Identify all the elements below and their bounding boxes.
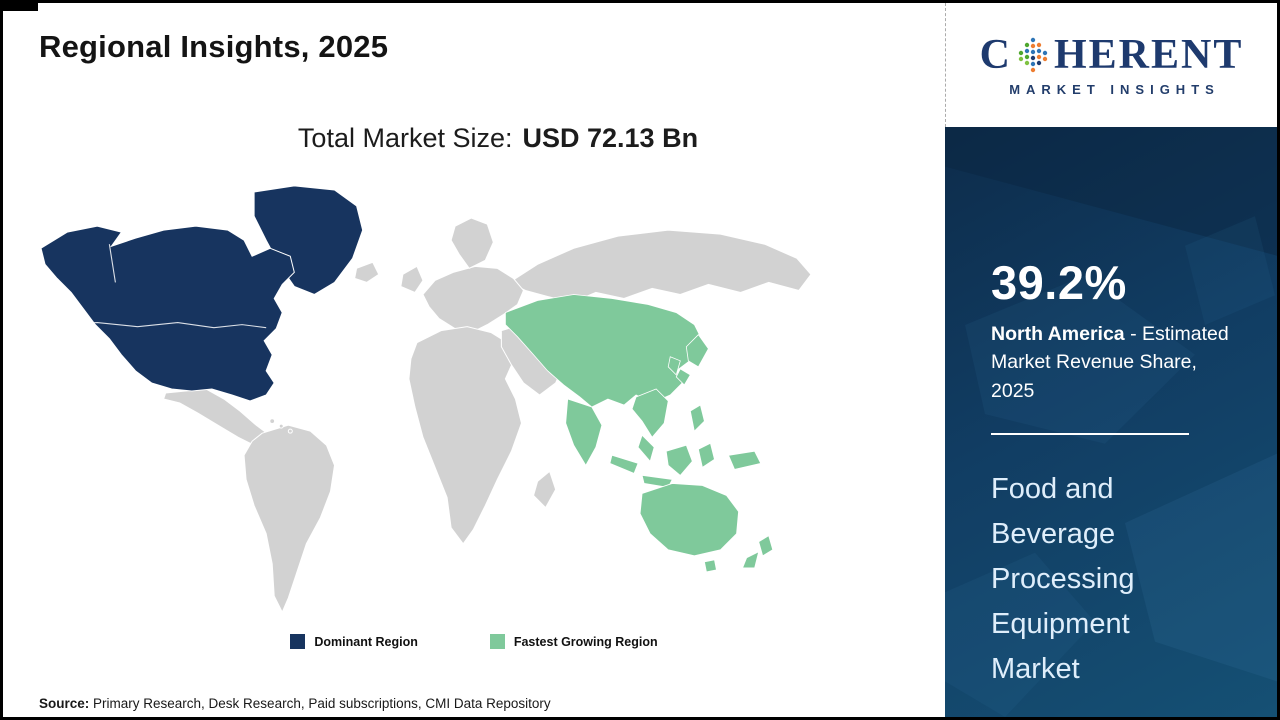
corner-mark bbox=[3, 3, 38, 11]
market-size-value: USD 72.13 Bn bbox=[522, 123, 699, 153]
dominant-region-swatch bbox=[290, 634, 306, 649]
legend-item-fastest: Fastest Growing Region bbox=[489, 634, 658, 649]
brand-wordmark: C HERENT bbox=[980, 34, 1244, 76]
region-rest-of-world bbox=[162, 217, 812, 614]
globe-icon bbox=[1018, 37, 1048, 72]
market-share-description: North America - Estimated Market Revenue… bbox=[991, 320, 1233, 405]
source-label: Source: bbox=[39, 696, 90, 711]
fastest-growing-region-swatch bbox=[489, 634, 505, 649]
sidebar-background-texture bbox=[945, 127, 1277, 717]
sidebar-divider bbox=[991, 432, 1189, 435]
market-share-value: 39.2% bbox=[991, 256, 1127, 309]
brand-logo-area: C HERENT MARKET INSIGHTS bbox=[945, 3, 1277, 127]
world-map-svg bbox=[40, 185, 812, 614]
sidebar-content: 39.2% North America - Estimated Market R… bbox=[945, 127, 1277, 691]
source-note: Source: Primary Research, Desk Research,… bbox=[39, 696, 551, 711]
logo-text-end: HERENT bbox=[1053, 31, 1244, 78]
market-name: Food and Beverage Processing Equipment M… bbox=[991, 472, 1135, 685]
page-title: Regional Insights, 2025 bbox=[39, 29, 389, 64]
region-north-america bbox=[40, 185, 364, 402]
legend-item-dominant: Dominant Region bbox=[290, 634, 418, 649]
main-content: Regional Insights, 2025 Total Market Siz… bbox=[3, 3, 945, 717]
world-map bbox=[37, 179, 821, 617]
dominant-region-label: Dominant Region bbox=[314, 634, 418, 649]
source-text: Primary Research, Desk Research, Paid su… bbox=[89, 696, 551, 711]
market-size-label: Total Market Size: bbox=[297, 123, 513, 153]
sidebar: 39.2% North America - Estimated Market R… bbox=[945, 127, 1277, 717]
region-asia-pacific bbox=[504, 294, 774, 573]
logo-subtitle: MARKET INSIGHTS bbox=[1009, 81, 1220, 97]
legend: Dominant Region Fastest Growing Region bbox=[3, 634, 945, 649]
fastest-growing-region-label: Fastest Growing Region bbox=[513, 634, 658, 649]
logo-text-start: C bbox=[979, 31, 1012, 78]
market-share-region: North America bbox=[991, 323, 1125, 345]
market-share-desc-text: - Estimated Market Revenue Share, 2025 bbox=[991, 323, 1229, 402]
total-market-size: Total Market Size: USD 72.13 Bn bbox=[103, 123, 893, 154]
